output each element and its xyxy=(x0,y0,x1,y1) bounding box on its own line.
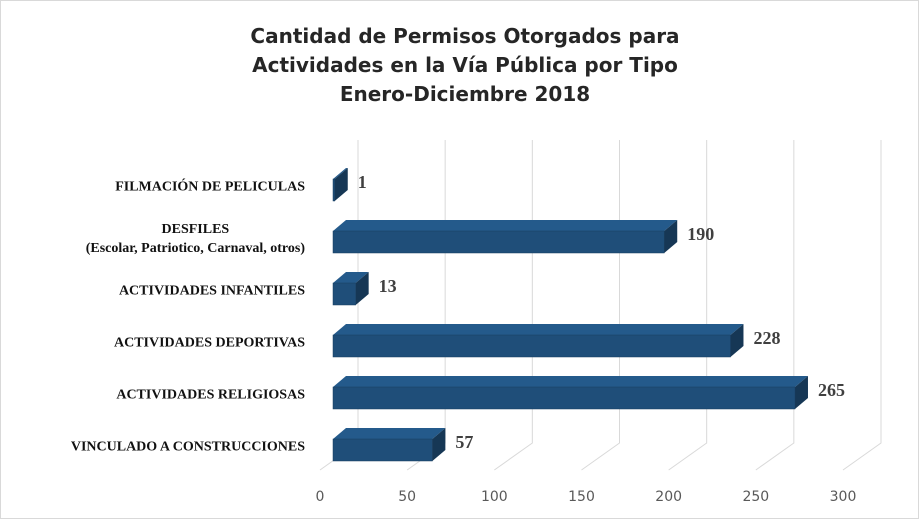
bar-side xyxy=(664,220,678,253)
bar-side xyxy=(334,168,348,201)
x-tick-label: 200 xyxy=(655,489,682,505)
y-tick-label: DESFILES (Escolar, Patriotico, Carnaval,… xyxy=(85,222,305,256)
grid-line xyxy=(755,140,795,471)
grid-line xyxy=(668,140,708,471)
grid-line xyxy=(842,140,882,471)
bar-top xyxy=(333,324,744,335)
y-tick-label: ACTIVIDADES INFANTILES xyxy=(118,283,305,299)
bar-top xyxy=(333,376,808,387)
value-label: 190 xyxy=(687,224,714,244)
bar xyxy=(332,334,731,358)
x-tick-label: 250 xyxy=(742,489,769,505)
bar-side xyxy=(355,272,369,305)
x-tick-label: 50 xyxy=(398,489,416,505)
bar-top xyxy=(333,272,369,283)
y-tick-label: FILMACIÓN DE PELICULAS xyxy=(115,179,305,195)
x-tick-label: 100 xyxy=(481,489,508,505)
value-label: 265 xyxy=(818,380,845,400)
y-tick-label: ACTIVIDADES RELIGIOSAS xyxy=(116,387,305,403)
x-tick-label: 0 xyxy=(316,489,325,505)
x-tick-label: 300 xyxy=(830,489,857,505)
bar xyxy=(332,282,356,306)
value-label: 13 xyxy=(379,276,397,296)
bar-top xyxy=(333,168,348,179)
bar xyxy=(332,178,335,202)
chart-title: Cantidad de Permisos Otorgados para Acti… xyxy=(250,24,680,106)
bar-side xyxy=(432,428,446,461)
bar xyxy=(332,386,796,410)
value-label: 57 xyxy=(455,432,473,452)
bar xyxy=(332,438,433,462)
value-label: 1 xyxy=(358,172,367,192)
y-tick-label: ACTIVIDADES DEPORTIVAS xyxy=(113,335,305,351)
x-tick-label: 150 xyxy=(568,489,595,505)
bar-side xyxy=(730,324,744,357)
value-label: 228 xyxy=(753,328,780,348)
bar-top xyxy=(333,428,446,439)
y-tick-label: VINCULADO A CONSTRUCCIONES xyxy=(70,439,305,455)
bar-top xyxy=(333,220,678,231)
bar-side xyxy=(794,376,808,409)
bar xyxy=(332,230,665,254)
